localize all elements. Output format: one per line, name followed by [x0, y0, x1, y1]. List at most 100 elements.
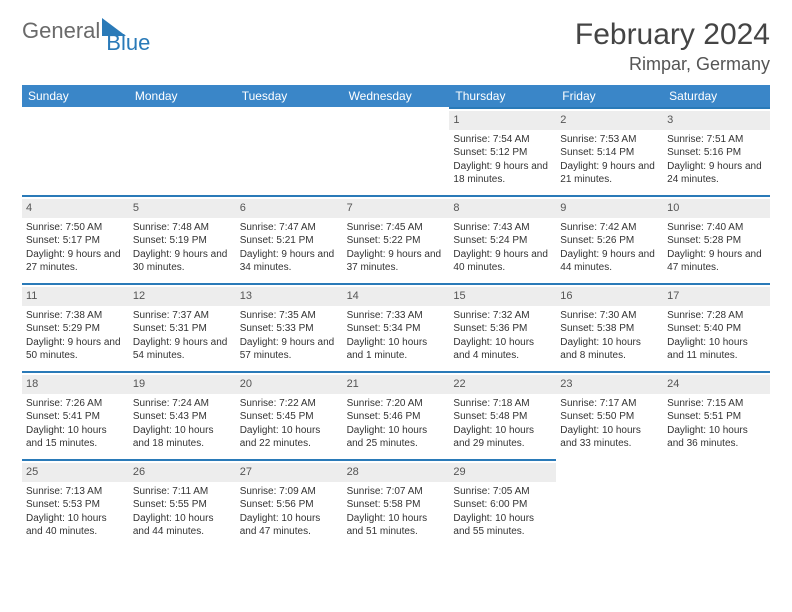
day-number: 24: [663, 375, 770, 394]
day-cell: 26 Sunrise: 7:11 AMSunset: 5:55 PMDayligh…: [129, 459, 236, 547]
weekday-header: Tuesday: [236, 85, 343, 107]
day-details: Sunrise: 7:07 AMSunset: 5:58 PMDaylight:…: [347, 485, 446, 539]
day-cell: 2 Sunrise: 7:53 AMSunset: 5:14 PMDaylight…: [556, 107, 663, 195]
empty-cell: [236, 107, 343, 195]
day-cell: 3 Sunrise: 7:51 AMSunset: 5:16 PMDaylight…: [663, 107, 770, 195]
day-number: 6: [236, 199, 343, 218]
day-cell: 4 Sunrise: 7:50 AMSunset: 5:17 PMDaylight…: [22, 195, 129, 283]
day-cell: 13 Sunrise: 7:35 AMSunset: 5:33 PMDayligh…: [236, 283, 343, 371]
logo-text-2: Blue: [106, 30, 150, 56]
day-details: Sunrise: 7:09 AMSunset: 5:56 PMDaylight:…: [240, 485, 339, 539]
day-details: Sunrise: 7:37 AMSunset: 5:31 PMDaylight:…: [133, 309, 232, 363]
day-number: 23: [556, 375, 663, 394]
calendar-page: General Blue February 2024 Rimpar, Germa…: [0, 0, 792, 565]
day-details: Sunrise: 7:32 AMSunset: 5:36 PMDaylight:…: [453, 309, 552, 363]
day-details: Sunrise: 7:35 AMSunset: 5:33 PMDaylight:…: [240, 309, 339, 363]
weekday-row: SundayMondayTuesdayWednesdayThursdayFrid…: [22, 85, 770, 107]
day-details: Sunrise: 7:45 AMSunset: 5:22 PMDaylight:…: [347, 221, 446, 275]
day-number: 29: [449, 463, 556, 482]
day-details: Sunrise: 7:26 AMSunset: 5:41 PMDaylight:…: [26, 397, 125, 451]
day-details: Sunrise: 7:15 AMSunset: 5:51 PMDaylight:…: [667, 397, 766, 451]
day-details: Sunrise: 7:11 AMSunset: 5:55 PMDaylight:…: [133, 485, 232, 539]
logo-text-1: General: [22, 18, 100, 44]
day-cell: 6 Sunrise: 7:47 AMSunset: 5:21 PMDaylight…: [236, 195, 343, 283]
day-number: 12: [129, 287, 236, 306]
weekday-header: Thursday: [449, 85, 556, 107]
day-number: 15: [449, 287, 556, 306]
day-details: Sunrise: 7:51 AMSunset: 5:16 PMDaylight:…: [667, 133, 766, 187]
day-number: 9: [556, 199, 663, 218]
calendar-grid: 1Sunrise: 7:54 AMSunset: 5:12 PMDaylight…: [22, 107, 770, 547]
day-cell: 1Sunrise: 7:54 AMSunset: 5:12 PMDaylight…: [449, 107, 556, 195]
day-details: Sunrise: 7:20 AMSunset: 5:46 PMDaylight:…: [347, 397, 446, 451]
day-details: Sunrise: 7:53 AMSunset: 5:14 PMDaylight:…: [560, 133, 659, 187]
day-cell: 20Sunrise: 7:22 AMSunset: 5:45 PMDayligh…: [236, 371, 343, 459]
day-number: 8: [449, 199, 556, 218]
day-cell: 7 Sunrise: 7:45 AMSunset: 5:22 PMDaylight…: [343, 195, 450, 283]
day-cell: 19 Sunrise: 7:24 AMSunset: 5:43 PMDayligh…: [129, 371, 236, 459]
weekday-header: Monday: [129, 85, 236, 107]
day-cell: 9 Sunrise: 7:42 AMSunset: 5:26 PMDaylight…: [556, 195, 663, 283]
day-number: 21: [343, 375, 450, 394]
day-details: Sunrise: 7:18 AMSunset: 5:48 PMDaylight:…: [453, 397, 552, 451]
weekday-header: Saturday: [663, 85, 770, 107]
day-number: 13: [236, 287, 343, 306]
day-number: 2: [556, 111, 663, 130]
day-cell: 12 Sunrise: 7:37 AMSunset: 5:31 PMDayligh…: [129, 283, 236, 371]
header: General Blue February 2024 Rimpar, Germa…: [22, 18, 770, 75]
day-details: Sunrise: 7:48 AMSunset: 5:19 PMDaylight:…: [133, 221, 232, 275]
day-number: 17: [663, 287, 770, 306]
month-title: February 2024: [575, 18, 770, 52]
day-number: 20: [236, 375, 343, 394]
day-number: 1: [449, 111, 556, 130]
day-number: 3: [663, 111, 770, 130]
day-cell: 17 Sunrise: 7:28 AMSunset: 5:40 PMDayligh…: [663, 283, 770, 371]
day-cell: 11 Sunrise: 7:38 AMSunset: 5:29 PMDayligh…: [22, 283, 129, 371]
day-number: 22: [449, 375, 556, 394]
day-number: 19: [129, 375, 236, 394]
day-cell: 27Sunrise: 7:09 AMSunset: 5:56 PMDayligh…: [236, 459, 343, 547]
day-details: Sunrise: 7:17 AMSunset: 5:50 PMDaylight:…: [560, 397, 659, 451]
day-cell: 14Sunrise: 7:33 AMSunset: 5:34 PMDayligh…: [343, 283, 450, 371]
day-number: 11: [22, 287, 129, 306]
day-details: Sunrise: 7:28 AMSunset: 5:40 PMDaylight:…: [667, 309, 766, 363]
title-block: February 2024 Rimpar, Germany: [575, 18, 770, 75]
day-cell: 8 Sunrise: 7:43 AMSunset: 5:24 PMDaylight…: [449, 195, 556, 283]
day-cell: 25 Sunrise: 7:13 AMSunset: 5:53 PMDayligh…: [22, 459, 129, 547]
day-details: Sunrise: 7:42 AMSunset: 5:26 PMDaylight:…: [560, 221, 659, 275]
day-cell: 21 Sunrise: 7:20 AMSunset: 5:46 PMDayligh…: [343, 371, 450, 459]
day-cell: 18 Sunrise: 7:26 AMSunset: 5:41 PMDayligh…: [22, 371, 129, 459]
day-number: 26: [129, 463, 236, 482]
day-details: Sunrise: 7:05 AMSunset: 6:00 PMDaylight:…: [453, 485, 552, 539]
day-details: Sunrise: 7:38 AMSunset: 5:29 PMDaylight:…: [26, 309, 125, 363]
empty-cell: [343, 107, 450, 195]
day-number: 4: [22, 199, 129, 218]
day-details: Sunrise: 7:13 AMSunset: 5:53 PMDaylight:…: [26, 485, 125, 539]
day-number: 25: [22, 463, 129, 482]
day-number: 5: [129, 199, 236, 218]
day-number: 28: [343, 463, 450, 482]
day-details: Sunrise: 7:47 AMSunset: 5:21 PMDaylight:…: [240, 221, 339, 275]
day-details: Sunrise: 7:43 AMSunset: 5:24 PMDaylight:…: [453, 221, 552, 275]
empty-cell: [129, 107, 236, 195]
day-cell: 29 Sunrise: 7:05 AMSunset: 6:00 PMDayligh…: [449, 459, 556, 547]
day-cell: 24 Sunrise: 7:15 AMSunset: 5:51 PMDayligh…: [663, 371, 770, 459]
calendar: SundayMondayTuesdayWednesdayThursdayFrid…: [22, 85, 770, 547]
logo: General Blue: [22, 18, 170, 44]
day-details: Sunrise: 7:24 AMSunset: 5:43 PMDaylight:…: [133, 397, 232, 451]
weekday-header: Friday: [556, 85, 663, 107]
day-cell: 5 Sunrise: 7:48 AMSunset: 5:19 PMDaylight…: [129, 195, 236, 283]
location: Rimpar, Germany: [575, 54, 770, 75]
day-number: 7: [343, 199, 450, 218]
day-details: Sunrise: 7:50 AMSunset: 5:17 PMDaylight:…: [26, 221, 125, 275]
day-number: 18: [22, 375, 129, 394]
day-details: Sunrise: 7:30 AMSunset: 5:38 PMDaylight:…: [560, 309, 659, 363]
empty-cell: [22, 107, 129, 195]
day-cell: 28 Sunrise: 7:07 AMSunset: 5:58 PMDayligh…: [343, 459, 450, 547]
weekday-header: Wednesday: [343, 85, 450, 107]
day-cell: 15 Sunrise: 7:32 AMSunset: 5:36 PMDayligh…: [449, 283, 556, 371]
day-details: Sunrise: 7:40 AMSunset: 5:28 PMDaylight:…: [667, 221, 766, 275]
day-cell: 22 Sunrise: 7:18 AMSunset: 5:48 PMDayligh…: [449, 371, 556, 459]
day-cell: 23 Sunrise: 7:17 AMSunset: 5:50 PMDayligh…: [556, 371, 663, 459]
day-number: 16: [556, 287, 663, 306]
